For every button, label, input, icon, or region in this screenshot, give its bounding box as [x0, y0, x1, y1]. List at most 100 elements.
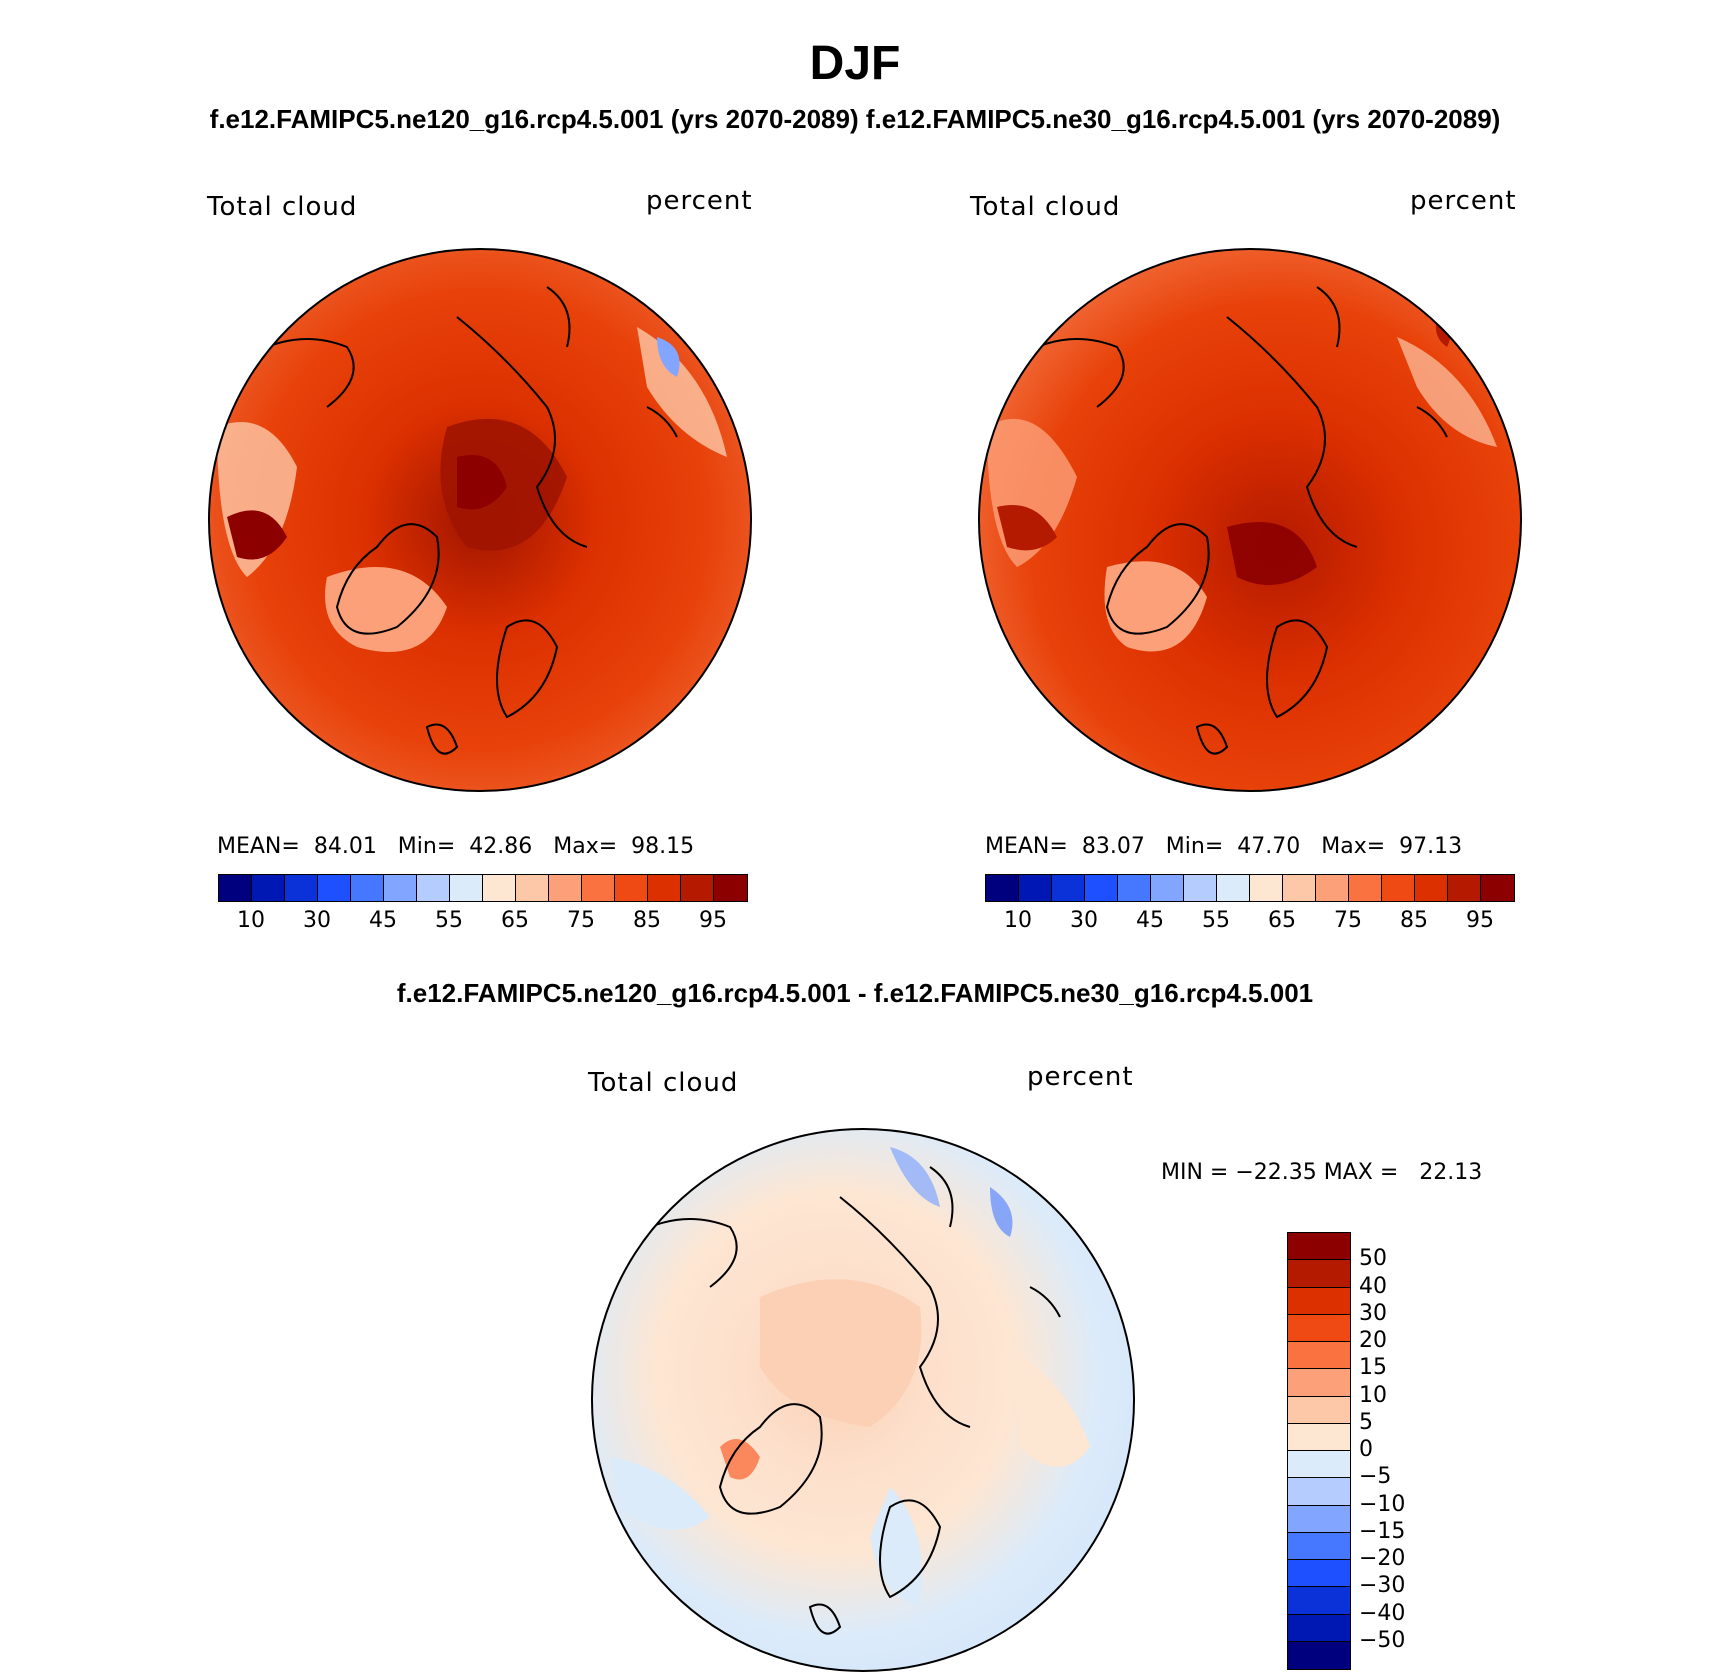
difference-colorbar-box	[1288, 1423, 1350, 1451]
panel2-colorbar-box	[1250, 875, 1283, 901]
panel1-colorbar-tick-label: 75	[567, 908, 595, 933]
panel1-stats: MEAN= 84.01 Min= 42.86 Max= 98.15	[217, 834, 694, 859]
panel2-polar-map	[978, 248, 1522, 792]
panel1-colorbar-box	[252, 875, 285, 901]
difference-colorbar-tick-label: −20	[1359, 1546, 1406, 1571]
panel1-colorbar-box	[483, 875, 516, 901]
panel1-colorbar-box	[285, 875, 318, 901]
panel1-max-value: 98.15	[631, 834, 695, 859]
difference-colorbar-tick-label: −15	[1359, 1518, 1406, 1544]
panel2-colorbar-tick-label: 55	[1202, 908, 1230, 933]
panel2-colorbar-tick-label: 10	[1004, 908, 1032, 933]
panel2-colorbar-tick-label: 45	[1136, 908, 1164, 933]
panel2-colorbar-box	[1349, 875, 1382, 901]
panel2-colorbar-box	[1217, 875, 1250, 901]
difference-colorbar	[1287, 1232, 1351, 1670]
difference-colorbar-box	[1288, 1478, 1350, 1506]
difference-colorbar-tick-label: 40	[1359, 1273, 1387, 1299]
panel2-colorbar-box	[1184, 875, 1217, 901]
panel1-polar-map	[208, 248, 752, 792]
difference-polar-map	[591, 1128, 1135, 1672]
diff-minmax-text: MIN = −22.35 MAX = 22.13	[1161, 1160, 1483, 1185]
panel1-colorbar-box	[450, 875, 483, 901]
panel1-colorbar-tick-label: 55	[435, 908, 463, 933]
panel2-colorbar-tick-label: 65	[1268, 908, 1296, 933]
difference-colorbar-box	[1288, 1342, 1350, 1370]
panel2-mean-value: 83.07	[1081, 834, 1145, 859]
difference-colorbar-box	[1288, 1369, 1350, 1397]
panel1-colorbar-tick-label: 65	[501, 908, 529, 933]
panel1-colorbar-box	[648, 875, 681, 901]
difference-colorbar-tick-label: 15	[1359, 1355, 1387, 1381]
diff-variable-label: Total cloud	[588, 1068, 739, 1098]
difference-colorbar-tick-label: 5	[1359, 1409, 1373, 1435]
panel1-colorbar-box	[681, 875, 714, 901]
panel2-colorbar-box	[1052, 875, 1085, 901]
difference-colorbar-box	[1288, 1532, 1350, 1560]
panel2-colorbar-tick-label: 95	[1466, 908, 1494, 933]
panel1-colorbar-box	[714, 875, 747, 901]
panel2-colorbar-box	[1118, 875, 1151, 901]
panel1-min-value: 42.86	[469, 834, 533, 859]
panel2-colorbar	[985, 874, 1515, 902]
panel2-colorbar-box	[1283, 875, 1316, 901]
panel2-min-label: Min=	[1165, 834, 1224, 859]
difference-colorbar-tick-label: −10	[1359, 1491, 1406, 1517]
panel1-colorbar-box	[549, 875, 582, 901]
panel1-mean-label: MEAN=	[217, 834, 300, 859]
difference-colorbar-box	[1288, 1587, 1350, 1615]
panel1-colorbar-box	[219, 875, 252, 901]
panel1-colorbar-box	[582, 875, 615, 901]
panel2-colorbar-box	[1382, 875, 1415, 901]
difference-colorbar-tick-label: −5	[1359, 1464, 1392, 1490]
difference-colorbar-box	[1288, 1560, 1350, 1588]
panel2-colorbar-box	[986, 875, 1019, 901]
main-title: DJF	[809, 37, 901, 90]
panel2-stats: MEAN= 83.07 Min= 47.70 Max= 97.13	[985, 834, 1462, 859]
panel1-colorbar-tick-label: 45	[369, 908, 397, 933]
difference-colorbar-tick-label: 30	[1359, 1300, 1387, 1326]
difference-colorbar-tick-label: 20	[1359, 1328, 1387, 1353]
panel2-colorbar-tick-label: 85	[1400, 908, 1428, 933]
top-subtitle: f.e12.FAMIPC5.ne120_g16.rcp4.5.001 (yrs …	[209, 104, 1501, 134]
panel1-colorbar-box	[516, 875, 549, 901]
panel1-variable-label: Total cloud	[207, 192, 358, 222]
panel2-mean-label: MEAN=	[985, 834, 1068, 859]
panel1-mean-value: 84.01	[313, 834, 377, 859]
panel1-colorbar-box	[318, 875, 351, 901]
panel1-colorbar-box	[351, 875, 384, 901]
difference-colorbar-box	[1288, 1314, 1350, 1342]
panel2-max-label: Max=	[1321, 834, 1386, 859]
panel1-colorbar-tick-label: 10	[237, 908, 265, 933]
panel2-colorbar-box	[1151, 875, 1184, 901]
difference-colorbar-tick-label: 0	[1359, 1437, 1373, 1462]
difference-colorbar-box	[1288, 1260, 1350, 1288]
difference-colorbar-box	[1288, 1505, 1350, 1533]
panel2-colorbar-box	[1448, 875, 1481, 901]
panel1-colorbar-box	[417, 875, 450, 901]
panel2-colorbar-box	[1019, 875, 1052, 901]
difference-colorbar-box	[1288, 1287, 1350, 1315]
difference-colorbar-tick-label: 10	[1359, 1382, 1387, 1408]
panel1-min-label: Min=	[397, 834, 456, 859]
panel2-colorbar-tick-label: 75	[1334, 908, 1362, 933]
panel2-variable-label: Total cloud	[970, 192, 1121, 222]
difference-colorbar-box	[1288, 1641, 1350, 1669]
panel2-colorbar-box	[1316, 875, 1349, 901]
difference-colorbar-tick-label: −40	[1359, 1600, 1406, 1626]
panel1-units-label: percent	[646, 186, 753, 216]
difference-colorbar-tick-label: −50	[1359, 1627, 1406, 1653]
panel1-colorbar-tick-label: 85	[633, 908, 661, 933]
panel2-min-value: 47.70	[1237, 834, 1301, 859]
panel1-colorbar-tick-label: 30	[303, 908, 331, 933]
difference-colorbar-tick-label: −30	[1359, 1573, 1406, 1599]
panel2-colorbar-box	[1085, 875, 1118, 901]
panel2-units-label: percent	[1410, 186, 1517, 216]
diff-units-label: percent	[1027, 1062, 1134, 1092]
difference-colorbar-box	[1288, 1614, 1350, 1642]
difference-colorbar-box	[1288, 1451, 1350, 1479]
difference-colorbar-tick-label: 50	[1359, 1246, 1387, 1272]
panel2-max-value: 97.13	[1399, 834, 1463, 859]
difference-colorbar-box	[1288, 1396, 1350, 1424]
panel1-colorbar-box	[384, 875, 417, 901]
